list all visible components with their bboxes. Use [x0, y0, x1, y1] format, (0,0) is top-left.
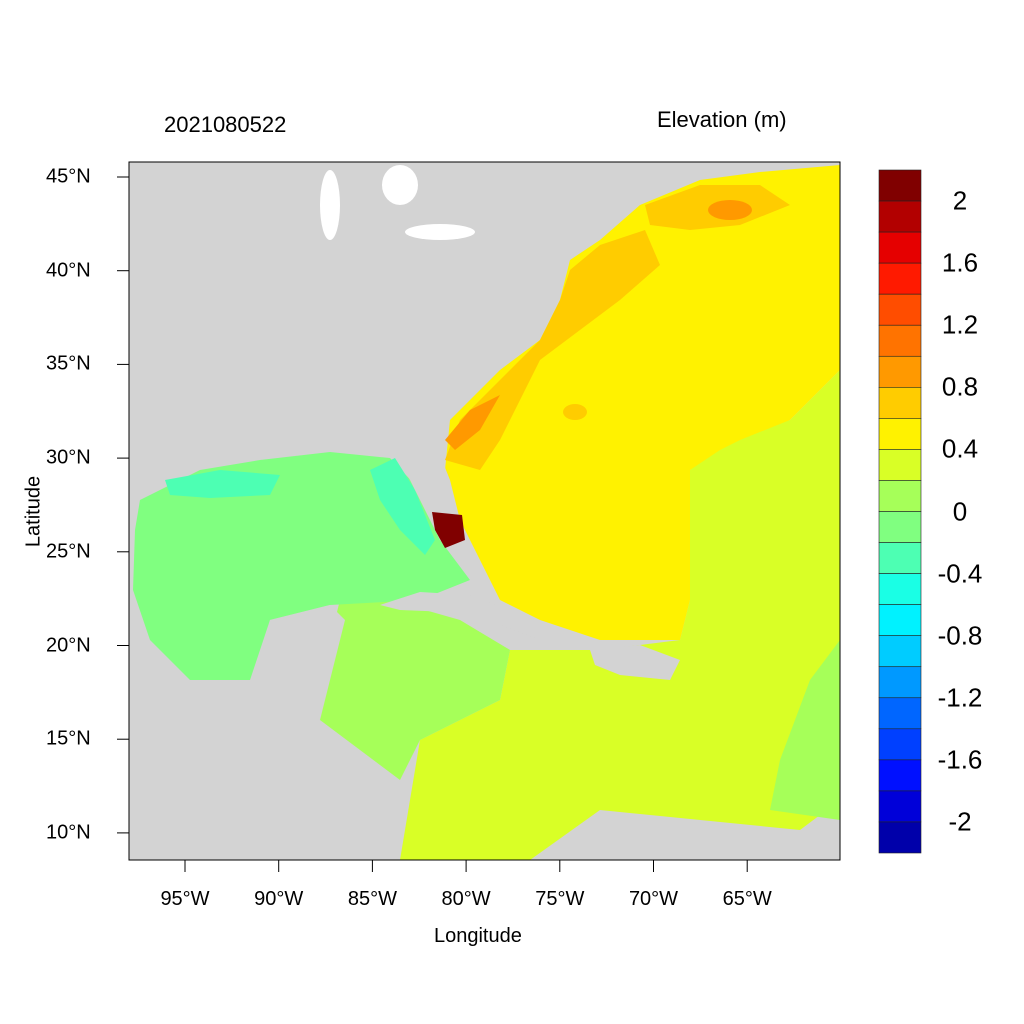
colorbar-bin — [878, 759, 922, 792]
y-tick-label: 30°N — [46, 446, 91, 469]
colorbar-bin — [878, 480, 922, 512]
colorbar-label: 0 — [952, 496, 968, 526]
colorbar-bin — [878, 573, 922, 605]
x-tick-label: 90°W — [254, 888, 304, 910]
colorbar-bin — [878, 293, 922, 326]
ocean-east-green — [770, 640, 840, 820]
colorbar-bin — [878, 262, 922, 295]
colorbar-label: -1.6 — [937, 744, 983, 775]
colorbar-label: 1.6 — [941, 247, 979, 278]
x-tick-label: 75°W — [535, 888, 585, 910]
carolina-orange — [445, 395, 500, 450]
ocean-east-region — [400, 370, 840, 860]
y-tick-label: 25°N — [46, 540, 91, 563]
caribbean-west — [310, 600, 510, 780]
colorbar-bin — [878, 324, 922, 357]
gulf-texas-shelf — [165, 470, 280, 498]
colorbar-bin — [878, 821, 922, 854]
timestamp-title: 2021080522 — [164, 112, 287, 137]
variable-title: Elevation (m) — [657, 107, 787, 132]
coastal-orange — [445, 230, 660, 470]
x-tick-label: 80°W — [441, 888, 491, 910]
x-tick-label: 70°W — [628, 888, 679, 910]
colorbar-bin — [878, 728, 922, 761]
y-tick-label: 45°N — [46, 165, 91, 188]
colorbar-bin — [878, 449, 922, 481]
y-tick-label: 10°N — [46, 821, 91, 844]
y-tick-label: 20°N — [46, 634, 91, 656]
lake-michigan — [320, 170, 340, 240]
y-tick-label: 15°N — [46, 727, 91, 750]
x-axis-label: Longitude — [434, 925, 522, 947]
atlantic-yellow — [445, 165, 840, 640]
x-tick-label: 65°W — [722, 888, 772, 910]
y-ticks — [117, 176, 129, 834]
lake-erie — [405, 224, 475, 240]
colorbar-label: -0.8 — [937, 620, 983, 651]
colorbar-bin — [878, 511, 922, 543]
colorbar-bin — [878, 355, 922, 388]
hispaniola — [590, 645, 680, 680]
colorbar-label: -2 — [948, 806, 972, 837]
gulf-of-mexico — [133, 452, 470, 680]
colorbar-bin — [878, 635, 922, 668]
colorbar-label: -0.4 — [937, 558, 983, 589]
florida-surge — [432, 512, 465, 548]
colorbar-label: 0.8 — [941, 371, 979, 402]
yucatan — [260, 605, 345, 720]
y-axis-label: Latitude — [22, 475, 45, 548]
y-tick-label: 35°N — [46, 352, 91, 375]
colorbar-bin — [878, 200, 922, 233]
cuba — [380, 592, 560, 640]
colorbar-label: -1.2 — [937, 682, 983, 713]
colorbar-label: 2 — [952, 185, 968, 216]
colorbar-bin — [878, 231, 922, 264]
colorbar-label: 1.2 — [941, 309, 979, 340]
x-ticks — [184, 860, 748, 872]
colorbar-label: 0.4 — [941, 433, 979, 464]
x-tick-label: 85°W — [347, 888, 397, 910]
eddy-orange — [563, 404, 587, 420]
colorbar — [878, 169, 922, 854]
plot-frame — [128, 161, 841, 861]
colorbar-bin — [878, 697, 922, 730]
colorbar-bin — [878, 604, 922, 636]
y-tick-label: 40°N — [46, 259, 91, 282]
colorbar-bin — [878, 542, 922, 574]
gulf-florida-shelf — [370, 458, 435, 555]
gulf-of-maine-peak — [708, 200, 752, 220]
x-tick-label: 95°W — [160, 888, 210, 910]
colorbar-bin — [878, 169, 922, 202]
colorbar-bin — [878, 666, 922, 699]
colorbar-bin — [878, 418, 922, 450]
lake-huron — [382, 165, 418, 205]
colorbar-bin — [878, 387, 922, 419]
colorbar-bin — [878, 790, 922, 823]
